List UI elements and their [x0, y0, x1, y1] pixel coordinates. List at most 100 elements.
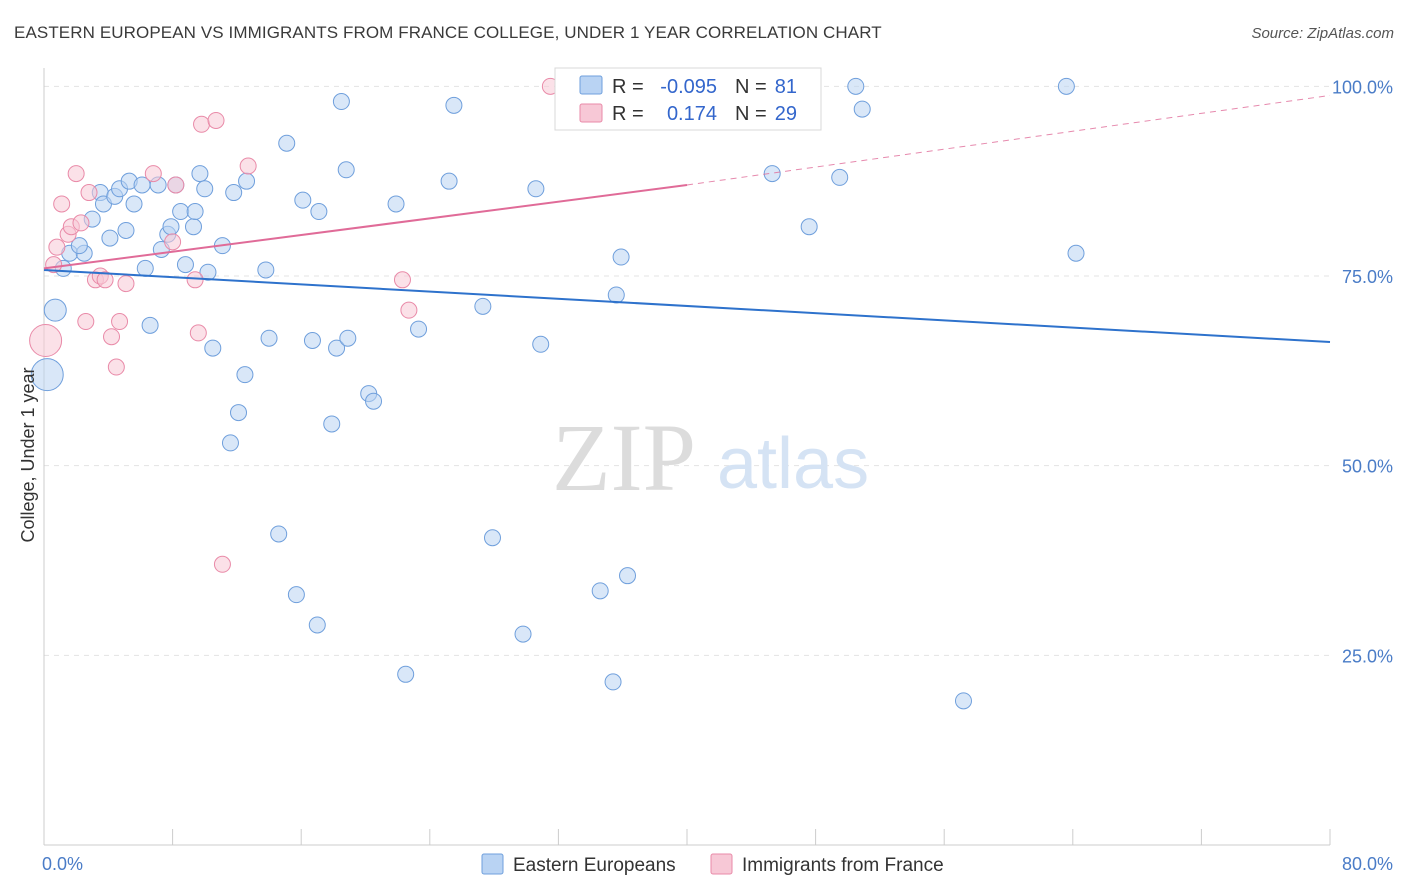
point-eastern-european — [483, 529, 501, 547]
point-eastern-european — [270, 525, 288, 543]
point-immigrants-from-france — [107, 358, 125, 376]
point-eastern-european — [397, 665, 415, 683]
point-immigrants-from-france — [53, 195, 71, 213]
point-eastern-european — [257, 261, 275, 279]
point-immigrants-from-france — [96, 271, 114, 289]
trend-line-eastern-europeans — [43, 268, 1331, 344]
point-eastern-european — [287, 586, 305, 604]
point-immigrants-from-france — [189, 324, 207, 342]
point-immigrants-from-france — [77, 313, 95, 331]
chart-title: EASTERN EUROPEAN VS IMMIGRANTS FROM FRAN… — [14, 23, 882, 42]
point-eastern-european — [221, 434, 239, 452]
point-eastern-european — [591, 582, 609, 600]
trend-line-immigrants-from-france-extension — [686, 94, 1331, 186]
point-eastern-european — [204, 339, 222, 357]
point-eastern-european — [196, 180, 214, 198]
watermark: ZIP atlas — [552, 404, 869, 511]
point-immigrants-from-france — [48, 238, 66, 256]
point-eastern-european — [43, 298, 67, 322]
point-eastern-european — [604, 673, 622, 691]
point-eastern-european — [763, 165, 781, 183]
point-eastern-european — [162, 218, 180, 236]
point-eastern-european — [278, 134, 296, 152]
point-eastern-european — [238, 172, 256, 190]
point-eastern-european — [612, 248, 630, 266]
y-tick-label: 25.0% — [1342, 646, 1393, 666]
stats-r-label-pink: R = — [612, 103, 644, 125]
axes — [43, 68, 1331, 846]
point-eastern-european — [365, 392, 383, 410]
point-eastern-european — [101, 229, 119, 247]
point-immigrants-from-france — [239, 157, 257, 175]
point-immigrants-from-france — [67, 165, 85, 183]
point-eastern-european — [1067, 244, 1085, 262]
point-eastern-european — [527, 180, 545, 198]
point-eastern-european — [847, 77, 865, 95]
point-eastern-european — [303, 331, 321, 349]
point-immigrants-from-france — [72, 214, 90, 232]
point-eastern-european — [323, 415, 341, 433]
point-eastern-european — [440, 172, 458, 190]
trend-line-immigrants-from-france — [43, 183, 688, 270]
point-immigrants-from-france — [186, 271, 204, 289]
point-eastern-european — [30, 358, 64, 392]
legend-label-immigrants-from-france: Immigrants from France — [742, 855, 944, 876]
point-eastern-european — [136, 259, 154, 277]
watermark-zip: ZIP — [552, 404, 696, 511]
point-eastern-european — [191, 165, 209, 183]
stats-r-value-blue: -0.095 — [660, 76, 717, 98]
point-eastern-european — [172, 203, 190, 221]
point-eastern-european — [954, 692, 972, 710]
point-eastern-european — [199, 263, 217, 281]
point-immigrants-from-france — [393, 271, 411, 289]
stats-swatch-blue — [579, 75, 603, 95]
point-immigrants-from-france — [144, 165, 162, 183]
point-eastern-european — [141, 316, 159, 334]
point-eastern-european — [332, 93, 350, 111]
watermark-atlas: atlas — [717, 424, 869, 504]
stats-swatch-pink — [579, 103, 603, 123]
stats-n-label-pink: N = — [735, 103, 767, 125]
stats-n-value-pink: 29 — [775, 103, 797, 125]
stats-n-value-blue: 81 — [775, 76, 797, 98]
point-immigrants-from-france — [29, 323, 63, 357]
y-tick-label: 50.0% — [1342, 457, 1393, 477]
point-eastern-european — [410, 320, 428, 338]
point-eastern-european — [176, 256, 194, 274]
point-eastern-european — [230, 404, 248, 422]
point-eastern-european — [339, 329, 357, 347]
scatter-points — [29, 77, 1085, 710]
point-eastern-european — [1057, 77, 1075, 95]
stats-n-label-blue: N = — [735, 76, 767, 98]
point-eastern-european — [337, 161, 355, 179]
point-immigrants-from-france — [111, 313, 129, 331]
point-immigrants-from-france — [167, 176, 185, 194]
stats-r-value-pink: 0.174 — [667, 103, 717, 125]
point-eastern-european — [328, 339, 346, 357]
legend-swatch-immigrants-from-france — [710, 853, 733, 875]
point-immigrants-from-france — [207, 111, 225, 129]
stats-r-label-blue: R = — [612, 76, 644, 98]
point-eastern-european — [70, 237, 88, 255]
point-eastern-european — [619, 567, 637, 585]
point-eastern-european — [184, 218, 202, 236]
y-tick-label: 100.0% — [1332, 77, 1393, 97]
point-eastern-european — [532, 335, 550, 353]
point-immigrants-from-france — [164, 233, 182, 251]
point-eastern-european — [308, 616, 326, 634]
point-eastern-european — [125, 195, 143, 213]
point-eastern-european — [310, 203, 328, 221]
y-axis-title: College, Under 1 year — [18, 367, 38, 542]
point-eastern-european — [445, 96, 463, 114]
point-eastern-european — [831, 168, 849, 186]
point-eastern-european — [387, 195, 405, 213]
chart-source: Source: ZipAtlas.com — [1251, 25, 1394, 42]
y-tick-label: 75.0% — [1342, 267, 1393, 287]
x-tick-label: 80.0% — [1342, 854, 1393, 874]
point-eastern-european — [800, 218, 818, 236]
point-immigrants-from-france — [80, 184, 98, 202]
point-eastern-european — [474, 297, 492, 315]
point-eastern-european — [236, 366, 254, 384]
point-eastern-european — [514, 625, 532, 643]
